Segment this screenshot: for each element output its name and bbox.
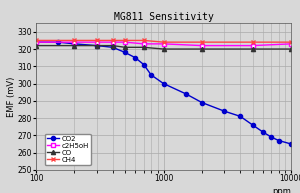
CO2 <box>238 115 242 118</box>
CO2 <box>34 41 38 43</box>
CO2 <box>289 143 293 145</box>
Line: CH4: CH4 <box>34 38 293 44</box>
Text: ppm: ppm <box>272 187 291 193</box>
CH4 <box>162 41 165 43</box>
CO <box>142 46 146 48</box>
CH4 <box>34 39 38 41</box>
CO <box>123 46 127 48</box>
c2H5oH <box>111 41 115 43</box>
Line: c2H5oH: c2H5oH <box>34 40 293 48</box>
Line: CO2: CO2 <box>34 40 293 146</box>
CO <box>251 48 254 50</box>
CO <box>200 48 204 50</box>
c2H5oH <box>200 44 204 47</box>
CO2 <box>200 101 204 104</box>
c2H5oH <box>123 41 127 43</box>
Legend: CO2, c2H5oH, CO, CH4: CO2, c2H5oH, CO, CH4 <box>45 134 91 165</box>
CO <box>111 44 115 47</box>
CO2 <box>184 93 188 95</box>
CO2 <box>57 41 60 43</box>
CH4 <box>289 41 293 43</box>
c2H5oH <box>251 44 254 47</box>
c2H5oH <box>34 41 38 43</box>
Line: CO: CO <box>34 43 293 51</box>
CO <box>95 44 99 47</box>
CO2 <box>73 43 76 45</box>
CO2 <box>261 131 265 133</box>
c2H5oH <box>142 43 146 45</box>
Title: MG811 Sensitivity: MG811 Sensitivity <box>114 12 213 22</box>
CO <box>289 48 293 50</box>
CH4 <box>95 39 99 41</box>
CO2 <box>111 46 115 48</box>
CO2 <box>162 82 165 85</box>
CO2 <box>142 63 146 66</box>
CO2 <box>134 57 137 59</box>
CO2 <box>269 136 273 138</box>
CO <box>73 44 76 47</box>
CH4 <box>142 39 146 41</box>
CO2 <box>149 74 153 76</box>
c2H5oH <box>95 41 99 43</box>
CO2 <box>277 139 281 142</box>
c2H5oH <box>289 43 293 45</box>
CH4 <box>73 39 76 41</box>
CH4 <box>200 41 204 43</box>
CH4 <box>123 39 127 41</box>
Y-axis label: EMF (mV): EMF (mV) <box>7 76 16 117</box>
CO2 <box>95 44 99 47</box>
CO2 <box>223 110 226 112</box>
CO <box>34 44 38 47</box>
CO <box>162 48 165 50</box>
CH4 <box>111 39 115 41</box>
CH4 <box>251 41 254 43</box>
CO2 <box>251 124 254 126</box>
CO2 <box>123 51 127 54</box>
c2H5oH <box>73 41 76 43</box>
c2H5oH <box>162 43 165 45</box>
